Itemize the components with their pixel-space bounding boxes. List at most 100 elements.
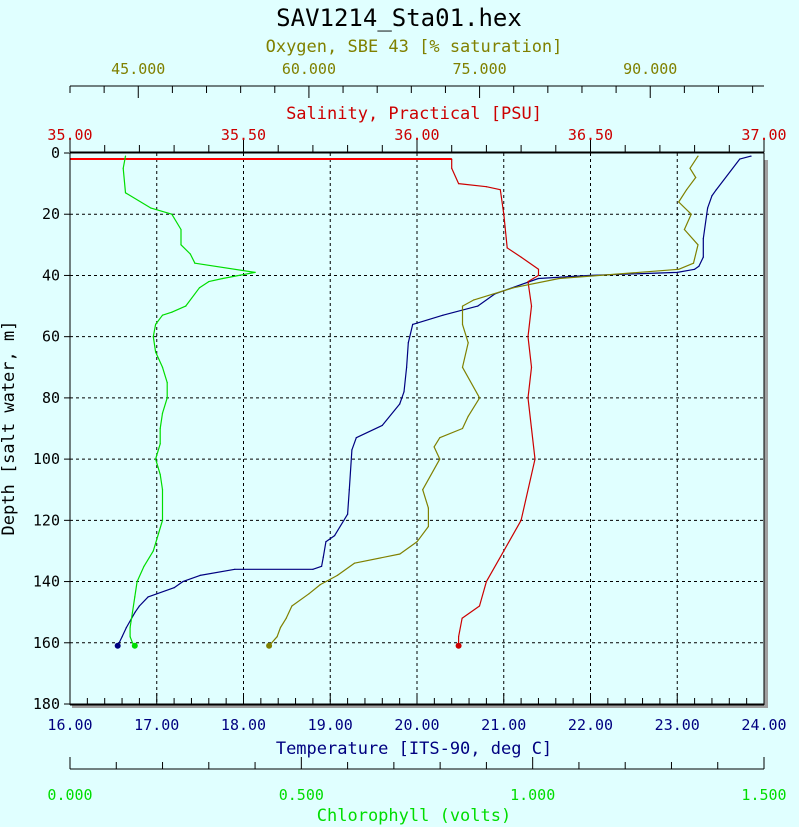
oxygen-data-point: [689, 167, 691, 169]
temperature-data-point: [355, 437, 357, 439]
temperature-data-point: [138, 605, 140, 607]
depth-tick-label: 160: [33, 634, 60, 652]
chlorophyll-data-point: [124, 155, 127, 157]
temperature-tick-label: 19.00: [308, 716, 353, 734]
oxygen-tick-label: 90.000: [623, 60, 677, 78]
oxygen-data-point: [467, 342, 469, 344]
oxygen-data-point: [399, 553, 401, 555]
chlorophyll-tick-label: 0.000: [47, 786, 92, 804]
oxygen-data-point: [683, 228, 686, 231]
chlorophyll-data-point: [254, 271, 256, 273]
chlorophyll-tick-label: 1.500: [741, 786, 786, 804]
oxygen-data-point: [276, 636, 278, 638]
temperature-data-point: [442, 314, 444, 316]
salinity-data-point: [530, 305, 533, 307]
temperature-data-point: [406, 366, 408, 368]
chlorophyll-data-point: [129, 636, 131, 638]
oxygen-data-point: [697, 244, 699, 246]
grid-lines: [70, 153, 764, 704]
chlorophyll-data-point: [185, 305, 187, 307]
temperature-data-point: [715, 189, 717, 191]
oxygen-data-point: [558, 277, 560, 280]
oxygen-data-point: [692, 262, 695, 264]
temperature-data-point: [381, 424, 383, 426]
salinity-data-point: [520, 519, 522, 521]
depth-axis-label: Depth [salt water, m]: [0, 321, 19, 536]
temperature-data-point: [234, 568, 236, 570]
temperature-data-point: [537, 277, 540, 280]
oxygen-data-point: [678, 268, 680, 270]
chlorophyll-data-point: [155, 351, 157, 353]
oxygen-data-point: [416, 541, 418, 543]
oxygen-tick-label: 45.000: [111, 60, 165, 78]
oxygen-data-point: [439, 458, 441, 460]
oxygen-data-point: [319, 584, 321, 586]
chlorophyll-data-point: [161, 519, 164, 521]
oxygen-data-point: [427, 525, 429, 528]
chlorophyll-data-point: [166, 397, 168, 399]
temperature-tick-label: 17.00: [134, 716, 179, 734]
temperature-tick-label: 21.00: [481, 716, 526, 734]
chlorophyll-data-point: [152, 550, 154, 552]
chlorophyll-data-point: [161, 366, 164, 368]
chlorophyll-data-point: [208, 281, 210, 283]
oxygen-data-point: [695, 176, 697, 179]
temperature-data-point: [477, 305, 479, 307]
temperature-data-point: [694, 268, 696, 270]
salinity-data-point: [530, 366, 533, 368]
salinity-data-point: [534, 458, 536, 460]
salinity-tick-label: 35.00: [47, 126, 92, 144]
chlorophyll-data-point: [159, 443, 161, 445]
salinity-data-point: [485, 581, 487, 583]
temperature-data-point: [707, 207, 709, 209]
salinity-data-point: [451, 167, 453, 169]
temperature-data-point: [412, 323, 414, 325]
chlorophyll-data-point: [143, 565, 145, 567]
temperature-data-point: [325, 541, 327, 543]
chlorophyll-tick-label: 1.000: [510, 786, 555, 804]
chlorophyll-data-point: [129, 626, 131, 629]
salinity-data-point: [520, 256, 522, 258]
chlorophyll-data-point: [131, 611, 134, 613]
data-series: [70, 155, 752, 649]
temperature-data-point: [711, 195, 713, 197]
temperature-data-point: [348, 489, 350, 491]
chlorophyll-data-point: [161, 489, 164, 491]
temperature-tick-label: 16.00: [47, 716, 92, 734]
chlorophyll-data-point: [189, 253, 191, 255]
temperature-data-point: [399, 403, 401, 405]
oxygen-data-point: [279, 626, 282, 629]
depth-tick-label: 40: [42, 266, 60, 284]
chlorophyll-data-point: [124, 192, 127, 194]
temperature-tick-label: 18.00: [221, 716, 266, 734]
depth-tick-label: 80: [42, 389, 60, 407]
oxygen-axis: 45.000 60.000 75.000 90.000: [69, 60, 764, 98]
oxygen-data-point: [690, 213, 692, 215]
salinity-data-point: [503, 213, 505, 215]
salinity-data-point: [537, 268, 540, 270]
temperature-data-point: [147, 596, 149, 598]
salinity-data-point: [461, 617, 463, 619]
temperature-axis: 16.00 17.00 18.00 19.00 20.00 21.00 22.00 23.00…: [47, 693, 787, 734]
salinity-data-point: [506, 247, 508, 249]
oxygen-data-point: [479, 397, 481, 399]
chlorophyll-end-marker: [131, 642, 138, 649]
salinity-tick-label: 35.50: [221, 126, 266, 144]
depth-tick-label: 20: [42, 205, 60, 223]
salinity-series-line: [451, 159, 540, 646]
depth-axis: 0 20 40 60 80 100 120 140 160 180: [33, 144, 71, 713]
salinity-axis-label: Salinity, Practical [PSU]: [286, 104, 542, 124]
temperature-series-line: [117, 155, 752, 647]
temperature-data-point: [702, 256, 704, 258]
oxygen-data-point: [697, 155, 699, 157]
temperature-tick-label: 22.00: [568, 716, 613, 734]
chlorophyll-data-point: [152, 336, 154, 338]
salinity-axis: 35.00 35.50 36.00 36.50 37.00: [47, 126, 787, 153]
chlorophyll-data-point: [136, 581, 138, 583]
oxygen-data-point: [686, 189, 688, 191]
depth-tick-label: 0: [51, 144, 60, 162]
salinity-data-point: [527, 281, 529, 283]
temperature-data-point: [173, 587, 175, 589]
temperature-data-point: [739, 158, 741, 160]
